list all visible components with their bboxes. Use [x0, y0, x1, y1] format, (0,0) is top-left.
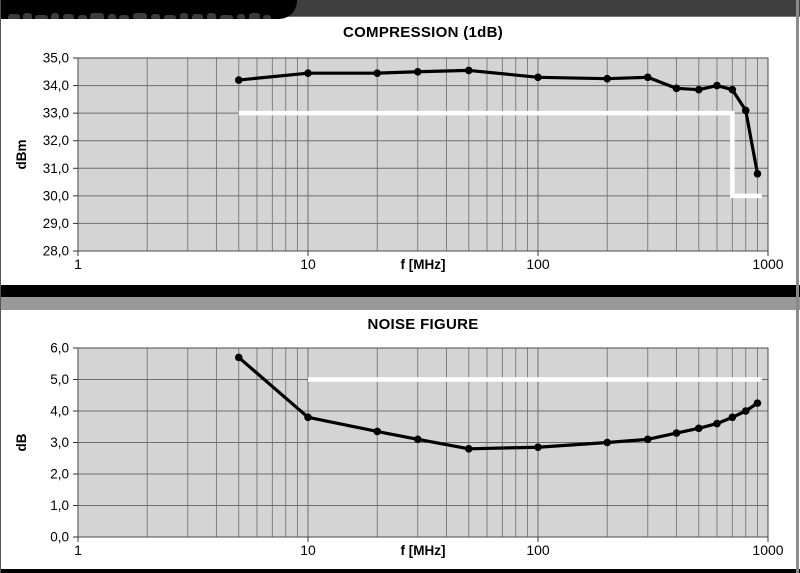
banner-cutoff-text-fragment	[8, 14, 20, 19]
data-point-marker	[728, 85, 737, 94]
page-bottom-border	[0, 569, 800, 573]
plot-border	[77, 57, 769, 252]
separator-gray-band	[0, 297, 800, 310]
data-point-marker	[464, 66, 473, 75]
banner-cutoff-text-fragment	[63, 14, 74, 19]
y-axis-label: dBm	[14, 140, 29, 170]
banner-cutoff-text-fragment	[249, 13, 260, 19]
compression-chart-title: COMPRESSION (1dB)	[342, 24, 504, 41]
banner-cutoff-text-fragment	[237, 14, 245, 19]
separator-black-band	[0, 285, 800, 297]
data-point-marker	[534, 443, 542, 452]
y-tick-label: 30,0	[43, 188, 69, 203]
y-tick-label: 6,0	[50, 341, 69, 356]
y-tick-label: 5,0	[50, 372, 69, 387]
noise-figure-chart-title: NOISE FIGURE	[367, 316, 479, 333]
x-tick-label: 100	[526, 256, 550, 272]
data-point-marker	[713, 419, 721, 428]
data-point-marker	[713, 81, 721, 90]
y-tick-label: 33,0	[43, 106, 69, 121]
data-point-marker	[753, 170, 762, 178]
banner-cutoff-text-fragment	[180, 13, 188, 19]
banner-cutoff-text-fragment	[35, 15, 48, 19]
x-tick-label: 1000	[752, 256, 783, 272]
page-left-border	[0, 0, 1, 573]
data-point-marker	[534, 73, 542, 82]
spec-limit-line	[238, 110, 762, 199]
data-point-marker	[413, 435, 422, 444]
banner-cutoff-text-fragment	[108, 14, 116, 19]
page-right-border	[796, 0, 799, 573]
data-point-marker	[373, 69, 382, 77]
banner-cutoff-text-fragment	[220, 15, 233, 19]
plot-background	[78, 58, 768, 251]
data-point-marker	[672, 84, 681, 93]
noise-figure-chart-plot: 6,0 5,0 4,0 3,0 2,0 1,0 0,0 1 10 100 1000 f [MHz] dB	[14, 341, 784, 559]
compression-chart-plot: 35,0 34,0 33,0 32,0 31,0 30,0 29,0 28,0 1 10 100 10…	[14, 51, 784, 273]
x-tick-label: 1	[74, 256, 82, 272]
x-tick-label: 10	[300, 542, 316, 558]
y-tick-label: 2,0	[50, 467, 69, 482]
banner-cutoff-text-fragment	[164, 15, 176, 19]
y-tick-label: 28,0	[43, 244, 69, 259]
banner-cutoff-text-fragment	[119, 15, 129, 19]
data-point-marker	[413, 67, 422, 76]
banner-cutoff-text-fragment	[207, 13, 216, 19]
x-tick-label: 10	[300, 256, 316, 272]
y-tick-label: 32,0	[43, 133, 69, 148]
x-tick-label: 1000	[752, 542, 783, 558]
data-point-marker	[741, 407, 750, 415]
y-tick-label: 35,0	[43, 51, 69, 66]
x-axis-label: f [MHz]	[401, 543, 446, 558]
data-point-marker	[304, 413, 312, 422]
y-tick-label: 29,0	[43, 216, 69, 231]
data-point-marker	[728, 413, 737, 422]
y-axis-label: dB	[14, 433, 29, 451]
data-point-marker	[464, 445, 473, 453]
data-point-marker	[741, 106, 750, 115]
banner-cutoff-text-fragment	[151, 14, 160, 19]
y-tick-label: 4,0	[50, 404, 69, 419]
x-tick-label: 100	[526, 542, 550, 558]
data-point-marker	[603, 74, 612, 83]
axis-ticks	[73, 57, 769, 256]
data-point-marker	[234, 76, 243, 84]
y-tick-label: 31,0	[43, 161, 69, 176]
data-point-marker	[643, 435, 652, 444]
data-point-marker	[694, 424, 703, 433]
data-point-marker	[373, 427, 382, 436]
banner-cutoff-text-fragment	[90, 13, 104, 19]
data-point-marker	[304, 69, 312, 77]
data-point-marker	[603, 438, 612, 447]
x-axis-label: f [MHz]	[401, 257, 446, 272]
banner-cutoff-text-fragment	[51, 13, 59, 19]
y-tick-label: 0,0	[50, 530, 69, 545]
x-tick-label: 1	[74, 542, 82, 558]
data-point-marker	[753, 399, 762, 407]
y-tick-label: 3,0	[50, 435, 69, 450]
top-banner-tab	[0, 0, 297, 19]
axis-ticks	[73, 347, 769, 542]
data-point-marker	[694, 85, 703, 94]
y-tick-label: 1,0	[50, 498, 69, 513]
banner-cutoff-text-fragment	[78, 15, 87, 19]
banner-cutoff-text-fragment	[133, 13, 147, 19]
data-point-marker	[234, 353, 243, 362]
banner-cutoff-text-fragment	[23, 13, 32, 19]
data-point-marker	[672, 429, 681, 437]
data-point-marker	[643, 73, 652, 82]
banner-cutoff-text-fragment	[263, 15, 271, 19]
y-tick-label: 34,0	[43, 78, 69, 93]
banner-cutoff-text-fragment	[192, 14, 203, 19]
